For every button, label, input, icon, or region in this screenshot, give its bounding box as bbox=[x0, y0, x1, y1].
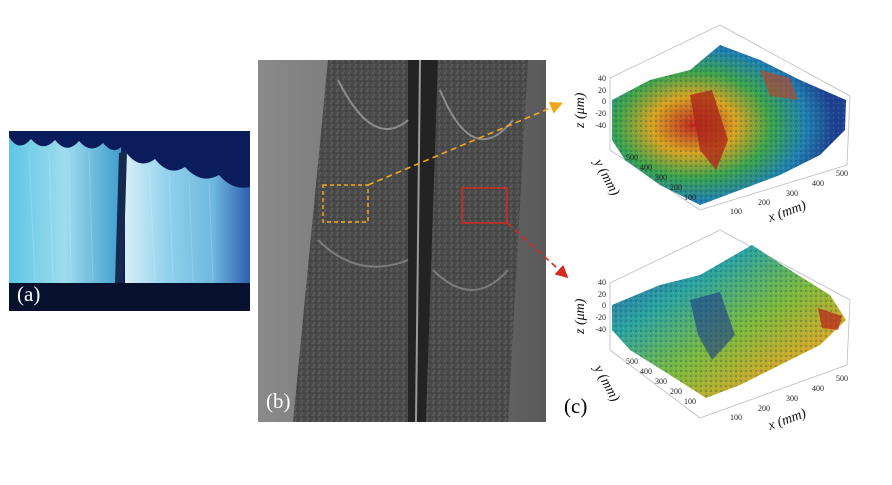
z-tick-bottom-0: 40 bbox=[598, 278, 606, 287]
x-tick-top-3: 400 bbox=[812, 179, 824, 188]
z-tick-top-0: 40 bbox=[598, 74, 606, 83]
arrow-to-top-plot bbox=[367, 101, 563, 186]
z-tick-bottom-1: 20 bbox=[598, 290, 606, 299]
z-tick-top-3: -20 bbox=[595, 109, 606, 118]
y-tick-bottom-1: 400 bbox=[640, 367, 652, 376]
z-tick-top-2: 0 bbox=[602, 97, 606, 106]
z-tick-bottom-2: 0 bbox=[602, 301, 606, 310]
fracture-photo bbox=[258, 60, 546, 422]
x-tick-bottom-1: 200 bbox=[758, 404, 770, 413]
y-tick-bottom-0: 500 bbox=[626, 357, 638, 366]
x-tick-top-2: 300 bbox=[786, 189, 798, 198]
y-tick-bottom-2: 300 bbox=[655, 377, 667, 386]
z-tick-bottom-3: -20 bbox=[595, 313, 606, 322]
surface-plot-top: 40 20 0 -20 -40 500 400 300 200 100 100 … bbox=[573, 24, 851, 226]
z-axis-label-bottom: z (μm) bbox=[573, 298, 588, 335]
y-tick-top-3: 200 bbox=[670, 183, 682, 192]
y-tick-top-1: 400 bbox=[640, 163, 652, 172]
x-tick-bottom-4: 500 bbox=[836, 374, 848, 383]
y-tick-top-4: 100 bbox=[684, 193, 696, 202]
z-axis-label-top: z (μm) bbox=[573, 92, 588, 129]
panel-label-c: (c) bbox=[564, 394, 588, 418]
y-axis-label-top: y (mm) bbox=[590, 155, 623, 199]
x-tick-top-0: 100 bbox=[730, 207, 742, 216]
x-tick-bottom-3: 400 bbox=[812, 384, 824, 393]
x-tick-top-4: 500 bbox=[836, 169, 848, 178]
panel-label-a: (a) bbox=[17, 282, 41, 306]
fracture-photo-panel: (b) bbox=[258, 60, 546, 422]
x-tick-bottom-0: 100 bbox=[730, 413, 742, 422]
z-tick-bottom-4: -40 bbox=[595, 325, 606, 334]
panel-label-b: (b) bbox=[266, 389, 291, 413]
surface-plot-bottom: 40 20 0 -20 -40 500 400 300 200 100 100 … bbox=[573, 229, 851, 434]
z-tick-top-1: 20 bbox=[598, 86, 606, 95]
x-tick-bottom-2: 300 bbox=[786, 394, 798, 403]
y-tick-top-2: 300 bbox=[655, 173, 667, 182]
roi-box-red bbox=[461, 187, 508, 224]
z-tick-top-4: -40 bbox=[595, 121, 606, 130]
arrow-to-bottom-plot bbox=[506, 222, 569, 279]
y-tick-bottom-4: 100 bbox=[684, 397, 696, 406]
y-axis-label-bottom: y (mm) bbox=[590, 361, 623, 405]
y-tick-bottom-3: 200 bbox=[670, 387, 682, 396]
blade-photo bbox=[9, 131, 250, 311]
roi-box-yellow bbox=[322, 184, 369, 223]
y-tick-top-0: 500 bbox=[626, 153, 638, 162]
x-axis-label-top: x (mm) bbox=[765, 198, 808, 226]
x-tick-top-1: 200 bbox=[758, 198, 770, 207]
x-axis-label-bottom: x (mm) bbox=[765, 406, 808, 434]
blade-photo-panel: (a) bbox=[9, 131, 250, 311]
